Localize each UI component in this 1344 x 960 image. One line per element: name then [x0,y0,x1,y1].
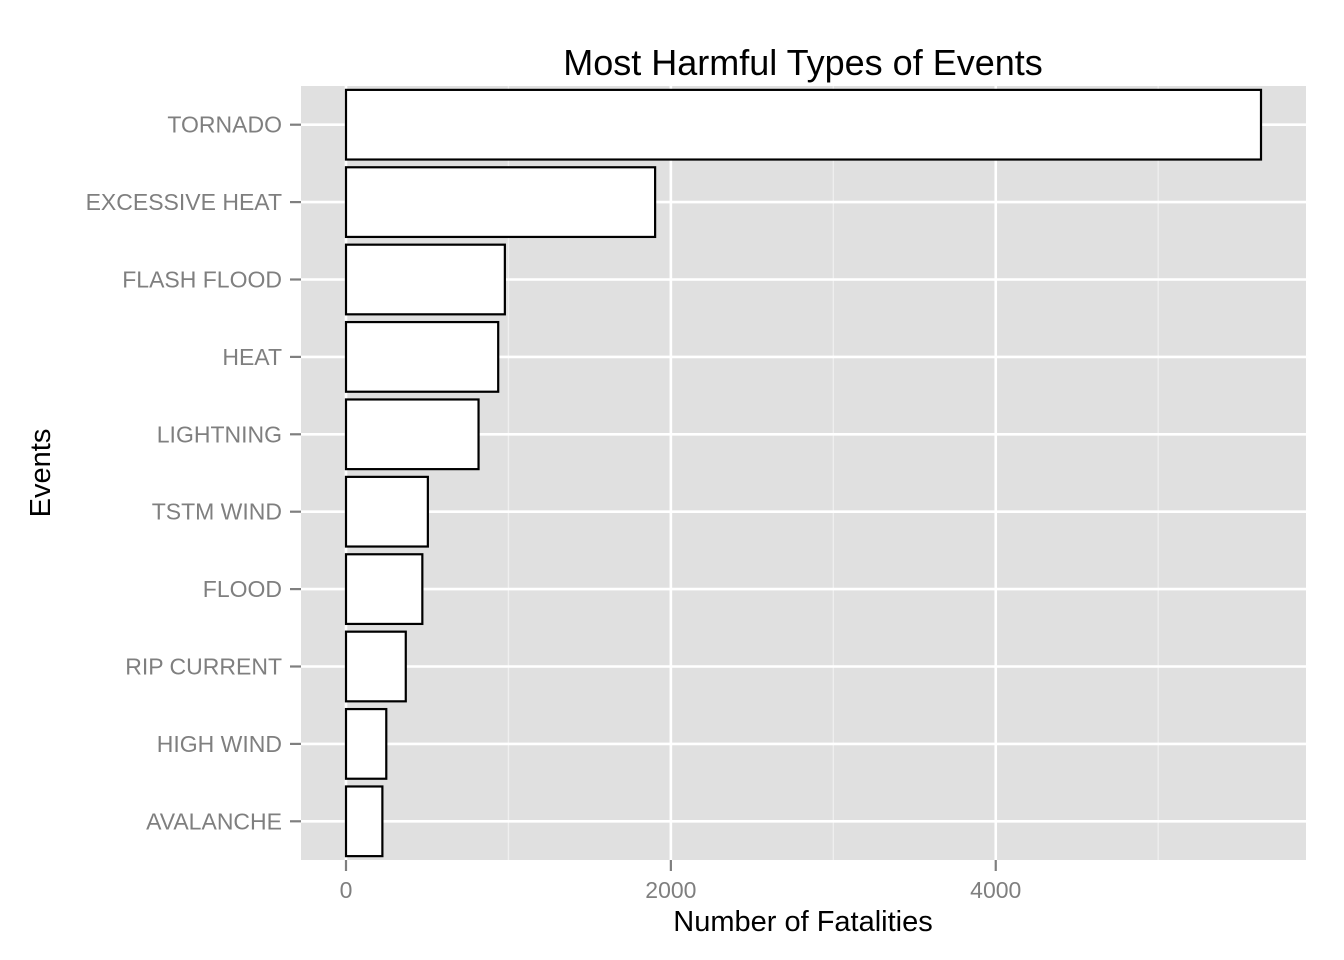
bar [344,398,480,471]
bar [344,320,500,393]
y-tick-label: LIGHTNING [157,421,282,447]
y-tick-label: FLOOD [203,576,282,602]
bar [344,166,657,239]
bar [344,630,407,703]
y-tick-label: TSTM WIND [152,499,282,525]
x-axis-title: Number of Fatalities [673,906,933,938]
y-tick-label: HIGH WIND [157,731,282,757]
bar [344,785,384,858]
y-tick-label: RIP CURRENT [125,654,282,680]
bars [344,88,1263,858]
x-tick-label: 0 [340,877,353,903]
x-axis: 0 2000 4000 [340,860,1021,903]
bar [344,707,388,780]
y-tick-label: EXCESSIVE HEAT [86,189,282,215]
y-tick-label: AVALANCHE [146,808,282,834]
x-tick-label: 4000 [970,877,1021,903]
y-tick-label: FLASH FLOOD [122,267,282,293]
bar [344,243,506,316]
x-tick-label: 2000 [645,877,696,903]
y-axis-title: Events [25,429,57,518]
y-axis: TORNADO EXCESSIVE HEAT FLASH FLOOD HEAT LIGH… [86,112,301,834]
bar [344,88,1263,161]
bar [344,553,424,626]
bar [344,475,429,548]
y-tick-label: TORNADO [167,112,282,138]
chart-title: Most Harmful Types of Events [563,42,1043,83]
y-tick-label: HEAT [222,344,282,370]
